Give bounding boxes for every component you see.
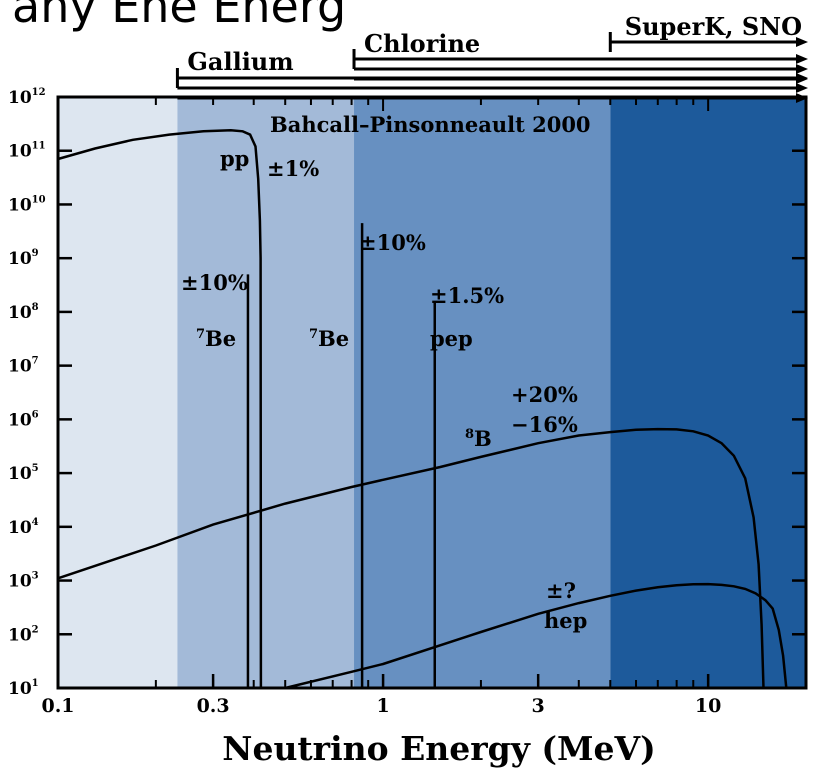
be7-high-uncertainty: ±10%	[359, 230, 426, 255]
y-tick-label-10: 1011	[8, 141, 46, 162]
be7-high-label: 7Be	[309, 326, 349, 351]
b8-uncertainty-upper: +20%	[511, 382, 578, 407]
threshold-label-0: Gallium	[187, 47, 293, 76]
hep-label: hep	[544, 608, 587, 633]
y-tick-label-9: 1010	[8, 194, 46, 215]
pp-label: pp	[220, 146, 249, 171]
y-tick-label-4: 105	[8, 463, 39, 484]
y-tick-label-5: 106	[8, 409, 39, 430]
series-hep-curve	[284, 582, 788, 690]
series-8B-curve	[57, 427, 765, 689]
threshold-arrowhead-2	[796, 37, 808, 47]
y-tick-label-6: 107	[8, 356, 39, 377]
threshold-arrowhead-extra-0-0	[796, 83, 808, 93]
flux-series	[57, 129, 788, 690]
x-tick-label-3: 3	[532, 695, 545, 717]
pep-uncertainty: ±1.5%	[430, 283, 504, 308]
chart-annotations: Bahcall–Pinsonneault 2000 pp ±1% ±10% 7Be ±10…	[181, 112, 591, 633]
detector-thresholds: Gallium Chlorine SuperK, SNO	[175, 12, 808, 103]
x-axis-label: Neutrino Energy (MeV)	[222, 729, 655, 768]
threshold-arrowhead-extra-1-0	[796, 64, 808, 74]
y-tick-label-0: 101	[8, 678, 39, 699]
y-tick-label-3: 104	[8, 517, 39, 538]
chart-axes: 0.1 0.3 1 3 10 101 102 103 104 105 106 107 108 109 101…	[8, 87, 808, 717]
plot-frame	[56, 95, 808, 690]
y-tick-label-1: 102	[8, 624, 39, 645]
x-tick-label-4: 10	[695, 695, 721, 717]
series-pp-curve	[57, 129, 263, 689]
be7-low-label: 7Be	[196, 326, 236, 351]
b8-label: 8B	[465, 426, 492, 451]
y-tick-label-11: 1012	[8, 87, 46, 108]
y-tick-label-8: 109	[8, 248, 39, 269]
band-0	[58, 97, 178, 688]
line-sources	[246, 223, 436, 688]
model-annotation: Bahcall–Pinsonneault 2000	[270, 112, 591, 137]
band-1	[177, 97, 355, 688]
band-2	[354, 97, 611, 688]
band-3	[610, 97, 806, 688]
be7-low-uncertainty: ±10%	[181, 270, 248, 295]
top-partial-text: any Ene Energ	[12, 0, 346, 33]
threshold-bands	[58, 97, 806, 688]
pp-uncertainty: ±1%	[267, 156, 319, 181]
y-tick-label-2: 103	[8, 571, 39, 592]
b8-uncertainty-lower: −16%	[511, 412, 578, 437]
threshold-arrowhead-extra-1-1	[796, 74, 808, 84]
threshold-arrowhead-1	[796, 54, 808, 64]
x-tick-label-0: 0.1	[41, 695, 74, 717]
x-tick-label-2: 1	[376, 695, 389, 717]
threshold-label-1: Chlorine	[364, 29, 480, 58]
pep-label: pep	[430, 326, 473, 351]
hep-uncertainty: ±?	[546, 578, 576, 603]
y-tick-label-7: 108	[8, 302, 39, 323]
threshold-label-2: SuperK, SNO	[625, 12, 802, 41]
x-tick-label-1: 0.3	[197, 695, 230, 717]
